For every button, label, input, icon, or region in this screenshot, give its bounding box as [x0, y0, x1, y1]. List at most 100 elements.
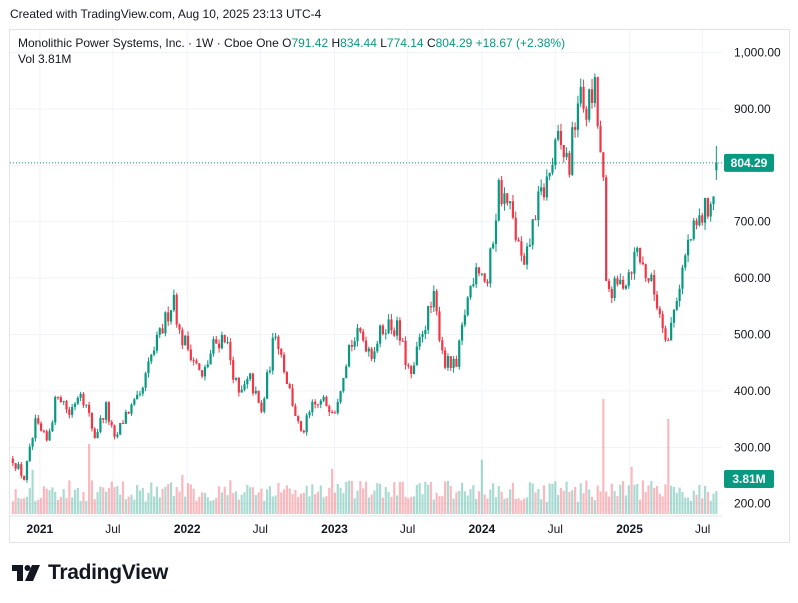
volume-bar [384, 487, 387, 514]
candle-body [96, 431, 99, 439]
volume-bar [636, 483, 639, 514]
volume-bar [517, 498, 520, 514]
candle-body [444, 350, 447, 368]
volume-bar [356, 490, 359, 514]
candle-body [641, 262, 644, 265]
y-tick-label: 400.00 [734, 384, 771, 398]
candle-body [401, 340, 404, 342]
volume-bar [144, 501, 147, 514]
candle-body [302, 430, 305, 433]
candle-body [82, 393, 85, 406]
volume-bar [136, 485, 139, 514]
candle-body [664, 328, 667, 341]
volume-bar [217, 486, 221, 514]
candle-body [393, 330, 396, 336]
candle-body [104, 402, 108, 420]
candle-body [542, 187, 546, 198]
candle-body [136, 394, 139, 400]
candle-body [650, 274, 653, 281]
volume-bar [446, 480, 450, 514]
candle-body [455, 358, 458, 367]
volume-bar [359, 480, 362, 514]
volume-bar [715, 491, 718, 514]
volume-bar [486, 498, 489, 514]
volume-bar [79, 500, 82, 514]
candle-body [557, 130, 560, 140]
volume-bar [706, 491, 709, 514]
chart-frame[interactable] [9, 29, 790, 543]
volume-bar [633, 484, 636, 514]
volume-bar [229, 480, 232, 514]
candle-body [65, 401, 68, 410]
volume-bar [540, 499, 543, 514]
candle-body [670, 322, 673, 341]
candle-body [387, 319, 390, 334]
candle-body [305, 415, 308, 433]
volume-bar [34, 500, 37, 514]
candle-body [322, 396, 325, 401]
tradingview-logo-text: TradingView [48, 561, 169, 584]
candle-body [427, 306, 430, 330]
volume-bar [379, 483, 382, 514]
y-tick-label: 1,000.00 [734, 46, 781, 60]
volume-bar [661, 496, 664, 514]
volume-bar [463, 491, 466, 514]
candle-body [607, 280, 611, 289]
volume-bar [477, 491, 481, 514]
volume-bar [370, 494, 373, 514]
volume-bar [551, 483, 554, 514]
candle-body [379, 325, 382, 344]
candle-body [333, 412, 337, 414]
volume-bar [469, 489, 472, 514]
volume-bar [302, 492, 305, 514]
volume-bar [455, 492, 458, 514]
candle-body [246, 378, 249, 385]
candle-body [232, 360, 235, 380]
volume-bar [353, 498, 356, 514]
candle-body [410, 366, 413, 374]
candle-body [613, 278, 616, 299]
volume-bar [93, 499, 96, 514]
volume-bar [647, 485, 650, 514]
volume-bar [483, 494, 486, 514]
candle-body [85, 404, 88, 406]
candle-body [169, 310, 173, 322]
volume-bar [291, 493, 294, 514]
candle-body [520, 241, 523, 256]
candle-body [263, 398, 266, 412]
volume-bar [472, 485, 475, 514]
volume-bar [76, 487, 79, 514]
candle-body [622, 279, 625, 289]
candle-body [585, 108, 588, 120]
volume-bar [226, 495, 229, 514]
candle-body [45, 431, 48, 441]
volume-bar [387, 492, 390, 514]
volume-bar [299, 493, 303, 514]
volume-bar [48, 490, 51, 514]
volume-bar [537, 489, 540, 514]
candle-body [435, 290, 438, 312]
volume-bar [138, 490, 142, 514]
volume-bar [393, 482, 396, 514]
candle-body [73, 403, 77, 407]
candle-body [596, 77, 599, 127]
tradingview-logo[interactable]: TradingView [12, 561, 168, 585]
candle-body [133, 399, 136, 405]
candle-body [257, 390, 260, 403]
candle-body [678, 288, 681, 301]
volume-bar [494, 497, 498, 514]
volume-bar [619, 484, 622, 514]
volume-bar [51, 487, 54, 514]
volume-bar [373, 490, 376, 514]
candle-body [633, 251, 636, 274]
volume-bar [460, 482, 464, 514]
candle-body [223, 334, 226, 343]
volume-bar [579, 483, 582, 514]
volume-bar [260, 488, 263, 514]
candle-body [23, 475, 26, 480]
volume-bar [605, 491, 608, 514]
volume-bar [582, 493, 585, 514]
candle-body [655, 294, 659, 309]
volume-bar [314, 494, 317, 514]
